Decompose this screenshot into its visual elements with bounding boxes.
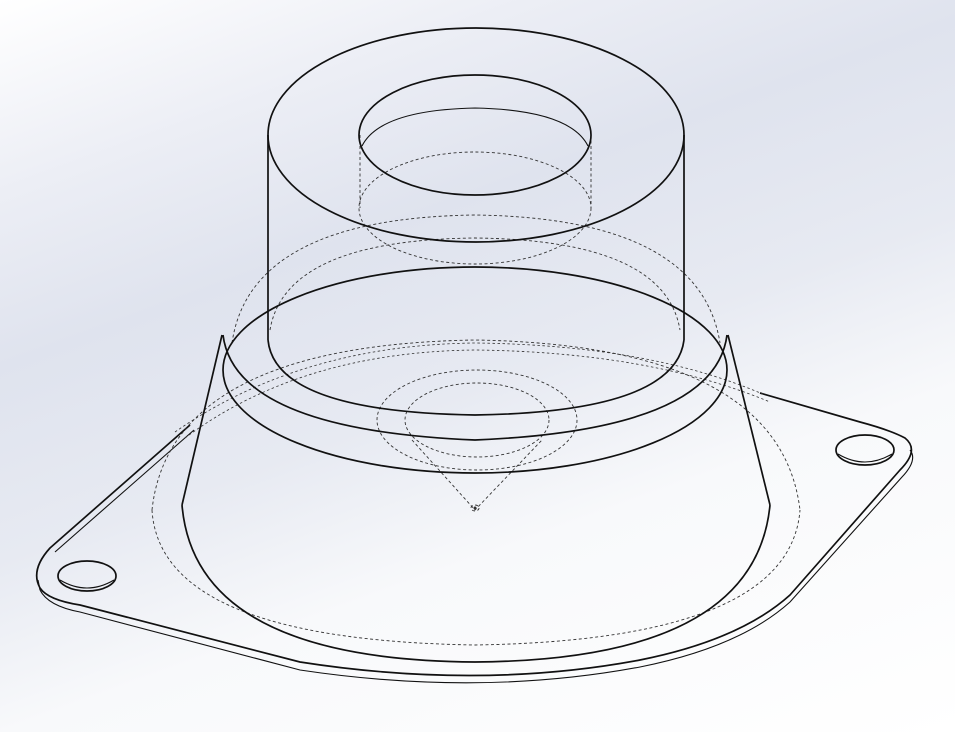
internal-cone-tip xyxy=(473,506,477,510)
flange-left-corner-edge xyxy=(37,579,41,591)
hole-left-top xyxy=(57,560,117,592)
bore-top-edge xyxy=(358,74,592,196)
mounting-flange[interactable] xyxy=(35,392,914,684)
hole-right-depth xyxy=(837,453,893,463)
flange-top-edge xyxy=(35,392,913,677)
bore-hole[interactable] xyxy=(358,74,592,196)
cone-top-rim xyxy=(222,266,728,474)
conical-body[interactable] xyxy=(181,266,771,663)
hole-right-top xyxy=(835,434,895,466)
cone-right-silhouette xyxy=(727,334,771,506)
flange-bottom-edge xyxy=(39,449,914,684)
flange-mounting-hole-right[interactable] xyxy=(835,434,895,466)
boss-bottom-edge xyxy=(267,339,685,416)
boss-top-face xyxy=(267,27,685,243)
bore-inner-edge xyxy=(361,107,589,147)
cylindrical-boss[interactable] xyxy=(267,27,685,416)
flange-back-edge xyxy=(54,429,195,553)
cone-top-rim-lower xyxy=(222,334,728,441)
hole-left-depth xyxy=(59,579,115,589)
cone-base-edge xyxy=(181,504,771,663)
hidden-edges xyxy=(151,135,801,646)
flange-mounting-hole-left[interactable] xyxy=(57,560,117,592)
cone-left-silhouette xyxy=(181,334,223,506)
